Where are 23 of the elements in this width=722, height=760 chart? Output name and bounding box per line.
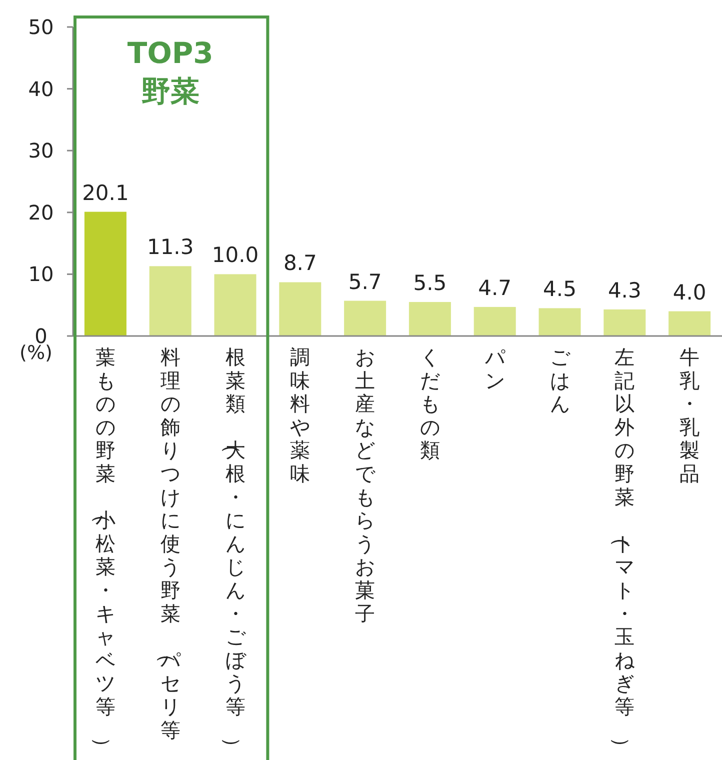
data-label: 8.7 xyxy=(283,251,317,276)
y-tick-label: 20 xyxy=(28,200,54,224)
data-label: 4.5 xyxy=(543,277,576,302)
data-label: 10.0 xyxy=(212,243,259,268)
y-tick-label: 50 xyxy=(28,15,54,39)
x-tick-label: 調味料や薬味 xyxy=(290,345,310,486)
annotation: TOP3 xyxy=(127,36,214,70)
data-label: 5.7 xyxy=(348,270,382,294)
data-label: 4.3 xyxy=(608,278,642,302)
y-tick-label: 30 xyxy=(28,138,54,163)
x-tick-label: 牛乳・乳製品 xyxy=(680,345,700,486)
annotation: 野菜 xyxy=(141,74,200,108)
data-label: 4.0 xyxy=(672,280,706,304)
x-tick-label: くだもの類 xyxy=(420,345,440,462)
category-label: お土産などでもらうお菓子 xyxy=(355,345,376,626)
y-tick-label: 40 xyxy=(28,76,54,101)
x-tick-label: ごはん xyxy=(550,345,571,416)
data-label: 20.1 xyxy=(82,180,129,205)
data-label: 5.5 xyxy=(413,271,447,296)
x-tick-label: パン xyxy=(484,345,506,392)
y-tick-label: 10 xyxy=(28,262,54,286)
data-label: 11.3 xyxy=(146,235,194,260)
data-label: 4.7 xyxy=(478,276,512,300)
